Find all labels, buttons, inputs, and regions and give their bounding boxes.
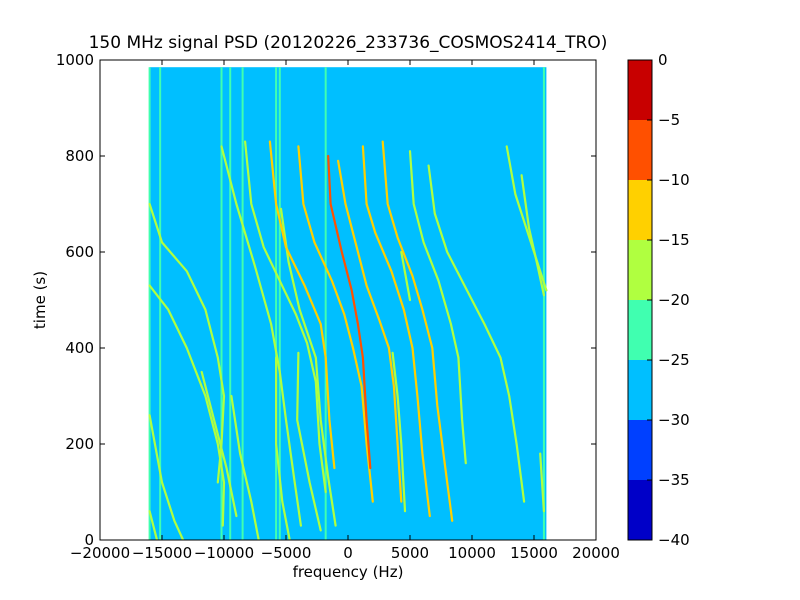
- heatmap-background: [149, 67, 547, 540]
- colorbar-tick-label: −10: [658, 171, 690, 189]
- colorbar-segment: [628, 480, 652, 540]
- colorbar-tick-label: −25: [658, 351, 690, 369]
- chart-title: 150 MHz signal PSD (20120226_233736_COSM…: [89, 33, 608, 53]
- colorbar-segment: [628, 180, 652, 240]
- signal-track: [148, 202, 226, 484]
- plot-area: [99, 59, 597, 541]
- colorbar-tick-label: −30: [658, 411, 690, 429]
- signal-track: [539, 452, 546, 513]
- signal-track: [148, 284, 226, 527]
- signal-track: [327, 154, 372, 470]
- signal-track: [361, 145, 431, 518]
- colorbar-tick-label: −40: [658, 531, 690, 549]
- signal-track: [400, 250, 412, 302]
- signal-track: [244, 140, 327, 494]
- colorbar-segment: [628, 240, 652, 300]
- y-axis-ticks: 0 200 400 600 800 1000: [56, 51, 596, 549]
- x-tick-label: 15000: [510, 544, 558, 562]
- y-tick-label: 200: [65, 435, 94, 453]
- y-tick-label: 600: [65, 243, 94, 261]
- signal-track: [505, 145, 548, 292]
- colorbar-segment: [628, 120, 652, 180]
- x-tick-label: 20000: [572, 544, 620, 562]
- signal-track: [381, 140, 454, 522]
- x-tick-label: −20000: [70, 544, 130, 562]
- colorbar-segment: [628, 300, 652, 360]
- colorbar-tick-label: −5: [658, 111, 680, 129]
- x-tick-label: −10000: [194, 544, 254, 562]
- signal-track: [391, 351, 407, 513]
- y-tick-label: 0: [84, 531, 94, 549]
- y-tick-label: 1000: [56, 51, 94, 69]
- signal-track: [268, 140, 336, 470]
- signal-track: [200, 370, 238, 518]
- signal-track: [220, 145, 302, 527]
- signal-track: [296, 351, 322, 532]
- signal-track: [337, 159, 403, 503]
- signal-track: [427, 164, 526, 503]
- signal-track: [148, 414, 185, 540]
- signal-track: [297, 145, 374, 503]
- colorbar-tick-label: −15: [658, 231, 690, 249]
- colorbar-tick-label: 0: [658, 51, 668, 69]
- x-tick-label: 5000: [391, 544, 429, 562]
- colorbar: −40 −35 −30 −25 −20 −15 −10 −5 0: [627, 51, 690, 549]
- y-tick-label: 400: [65, 339, 94, 357]
- signal-track: [230, 394, 260, 540]
- y-axis-label: time (s): [31, 271, 49, 329]
- signal-track: [148, 510, 159, 540]
- colorbar-tick-label: −35: [658, 471, 690, 489]
- y-tick-label: 800: [65, 147, 94, 165]
- colorbar-segment: [628, 60, 652, 120]
- signal-track: [408, 150, 467, 465]
- signal-track: [275, 356, 291, 540]
- colorbar-segment: [628, 360, 652, 420]
- colorbar-tick-label: −20: [658, 291, 690, 309]
- x-axis-label: frequency (Hz): [293, 563, 404, 581]
- x-axis-ticks: −20000 −15000 −10000 −5000 0 5000 10000 15000 20…: [70, 60, 620, 562]
- signal-track: [279, 207, 337, 527]
- x-tick-label: 10000: [448, 544, 496, 562]
- x-tick-label: 0: [343, 544, 353, 562]
- x-tick-label: −5000: [261, 544, 312, 562]
- signal-track: [520, 174, 546, 297]
- heatmap-layer: [148, 67, 548, 540]
- x-tick-label: −15000: [132, 544, 192, 562]
- colorbar-segment: [628, 420, 652, 480]
